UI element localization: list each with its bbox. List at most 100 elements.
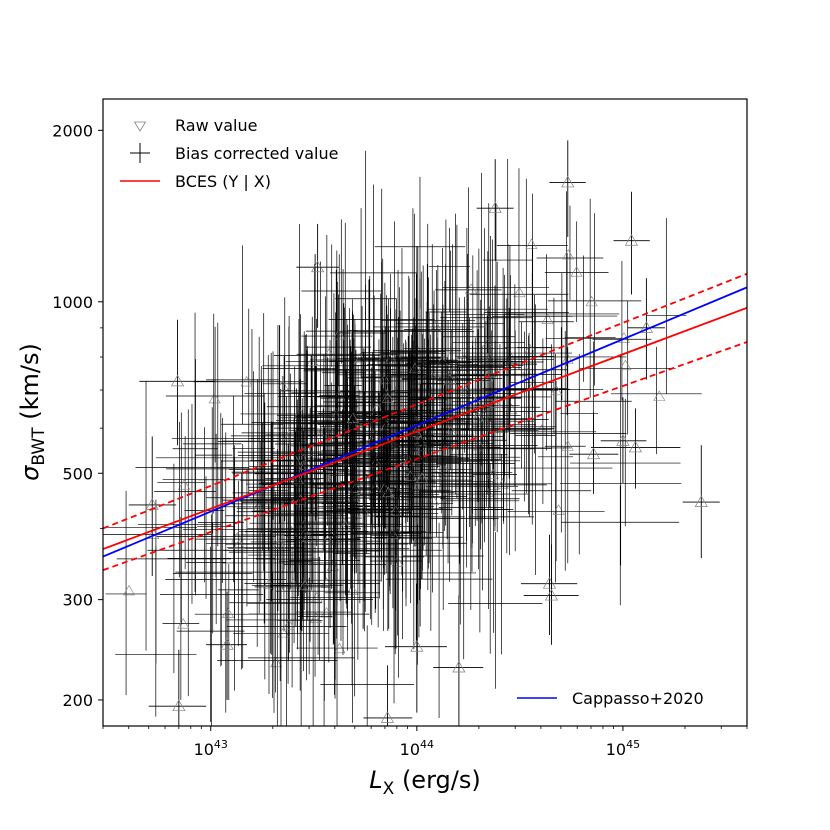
outlier-raw-marker-15	[616, 434, 630, 446]
raw-marker	[178, 479, 191, 490]
raw-marker	[585, 295, 598, 307]
raw-marker	[310, 591, 323, 603]
axis-ticks: 1043 1044 1045 200 300 500 1000 2000	[52, 121, 748, 759]
raw-marker	[525, 238, 538, 249]
outlier-raw-marker-1	[170, 374, 185, 387]
legend-corrected-label: Bias corrected value	[175, 144, 338, 163]
bces-line	[103, 306, 747, 550]
y-tick-label-3: 1000	[52, 293, 93, 312]
raw-marker	[384, 353, 398, 364]
raw-marker	[447, 365, 460, 377]
raw-marker	[321, 534, 334, 545]
raw-marker	[541, 313, 554, 324]
raw-marker	[505, 353, 518, 364]
raw-marker	[415, 472, 428, 483]
raw-marker	[429, 320, 442, 331]
raw-marker	[513, 286, 526, 298]
x-tick-label-1: 1044	[400, 738, 434, 759]
outlier-raw-marker-12	[380, 711, 395, 723]
raw-marker	[333, 389, 346, 401]
y-tick-label-2: 500	[62, 464, 93, 483]
fit-lines	[103, 272, 747, 571]
raw-marker	[357, 505, 370, 517]
raw-marker	[122, 584, 136, 596]
raw-marker	[282, 619, 295, 630]
raw-marker	[283, 429, 296, 441]
raw-marker	[301, 531, 314, 542]
y-axis-label: σBWT (km/s)	[16, 343, 49, 481]
raw-marker	[299, 459, 312, 470]
raw-marker	[562, 249, 575, 260]
raw-marker	[505, 403, 518, 415]
outlier-raw-marker-14	[628, 440, 643, 453]
raw-marker	[346, 412, 359, 423]
bces-lower-bound	[103, 341, 747, 571]
x-axis-label-sub: X	[383, 779, 395, 799]
x-tick-label-0: 1043	[194, 738, 228, 759]
raw-marker	[301, 445, 314, 457]
legend-raw-marker	[133, 121, 147, 132]
plot-frame	[102, 98, 748, 727]
raw-marker	[177, 618, 190, 629]
legend-top-left: Raw value Bias corrected value BCES (Y |…	[120, 116, 338, 191]
raw-marker	[464, 283, 477, 294]
raw-marker	[233, 538, 246, 550]
raw-marker	[339, 520, 352, 531]
outlier-raw-marker-2	[172, 699, 186, 712]
outlier-raw-marker-6	[624, 234, 639, 246]
raw-marker	[299, 517, 312, 529]
raw-marker	[619, 359, 632, 371]
raw-marker	[221, 607, 235, 618]
raw-marker	[381, 392, 394, 403]
raw-marker	[523, 343, 536, 355]
y-axis-label-unit: (km/s)	[16, 343, 44, 427]
raw-marker	[391, 556, 404, 567]
highlight-layer	[128, 140, 720, 726]
y-tick-label-0: 200	[62, 691, 93, 710]
raw-marker	[208, 392, 221, 404]
raw-marker	[240, 375, 253, 387]
x-axis-label-unit: (erg/s)	[394, 766, 480, 794]
outlier-raw-marker-13	[220, 638, 234, 650]
y-axis-label-sub: BWT	[29, 427, 49, 466]
outlier-raw-marker-5	[488, 201, 502, 214]
x-tick-label-2: 1045	[606, 738, 640, 759]
legend-raw-label: Raw value	[175, 116, 257, 135]
cappasso-line	[103, 286, 747, 558]
outlier-raw-marker-11	[452, 660, 466, 673]
raw-marker	[323, 348, 336, 359]
y-axis-label-main: σ	[16, 465, 44, 481]
raw-marker	[333, 642, 346, 654]
legend-cappasso-label: Cappasso+2020	[572, 689, 704, 708]
outlier-raw-marker-16	[586, 447, 601, 460]
legend-bottom-right: Cappasso+2020	[517, 689, 704, 708]
x-axis-label-main: L	[369, 766, 382, 794]
raw-marker	[349, 482, 362, 493]
raw-marker	[570, 266, 583, 277]
raw-marker	[306, 355, 319, 366]
raw-marker	[653, 390, 666, 401]
raw-marker	[417, 440, 430, 452]
outlier-raw-marker-0	[694, 495, 708, 507]
x-axis-label: LX (erg/s)	[369, 766, 480, 799]
outlier-raw-marker-10	[410, 640, 424, 652]
raw-marker	[486, 468, 499, 479]
raw-marker	[473, 440, 486, 451]
legend-bces-label: BCES (Y | X)	[175, 172, 271, 191]
raw-marker	[273, 538, 286, 549]
raw-marker	[291, 473, 304, 485]
outlier-raw-marker-3	[311, 260, 325, 273]
raw-marker	[300, 455, 313, 467]
raw-marker	[444, 425, 457, 437]
raw-marker	[354, 352, 367, 364]
raw-marker	[496, 478, 509, 489]
raw-marker	[298, 579, 311, 591]
raw-marker	[369, 457, 383, 468]
raw-marker	[430, 469, 443, 480]
outlier-raw-marker-7	[639, 321, 654, 333]
outlier-raw-marker-4	[561, 175, 575, 188]
raw-marker	[550, 384, 563, 396]
y-tick-label-1: 300	[62, 591, 93, 610]
bces-upper-bound	[103, 272, 747, 530]
